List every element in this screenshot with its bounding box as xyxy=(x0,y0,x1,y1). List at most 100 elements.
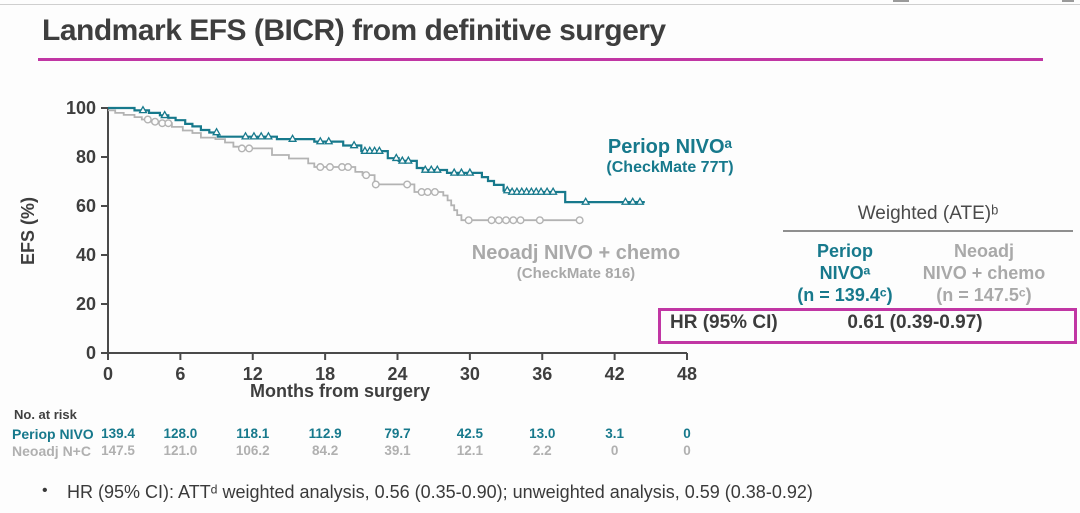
at-risk-value: 79.7 xyxy=(384,426,411,441)
censor-triangle-marker xyxy=(249,131,259,140)
censor-triangle-marker xyxy=(426,164,436,173)
censor-circle-marker xyxy=(430,188,439,197)
col-periop-line2: NIVOᵃ xyxy=(819,263,871,283)
y-tick-label: 40 xyxy=(76,245,96,265)
legend-neoadj-study: (CheckMate 816) xyxy=(516,265,636,282)
at-risk-value: 3.1 xyxy=(605,426,625,441)
censor-circle-marker xyxy=(494,216,503,225)
page-title: Landmark EFS (BICR) from definitive surg… xyxy=(42,14,666,47)
y-tick-label: 20 xyxy=(76,294,96,314)
x-tick-label: 0 xyxy=(103,364,113,384)
censor-triangle-marker xyxy=(397,155,407,164)
censor-triangle-marker xyxy=(635,196,645,205)
x-tick-label: 24 xyxy=(387,364,407,384)
at-risk-value: 0 xyxy=(683,426,691,441)
at-risk-value: 118.1 xyxy=(236,426,270,441)
at-risk-value: 0 xyxy=(610,443,619,458)
censor-triangle-marker xyxy=(256,131,266,140)
col-periop-n: (n = 139.4ᶜ) xyxy=(797,285,893,305)
legend-periop-study: (CheckMate 77T) xyxy=(606,159,734,176)
top-divider-line xyxy=(0,4,1080,5)
crop-artifact-mark xyxy=(893,0,909,2)
at-risk-row-label-periop: Periop NIVO xyxy=(12,426,94,442)
censor-circle-marker xyxy=(487,216,496,225)
hr-row-label: HR (95% CI) xyxy=(670,312,778,333)
censor-triangle-marker xyxy=(315,136,325,145)
at-risk-value: 106.2 xyxy=(235,443,270,458)
x-axis-title: Months from surgery xyxy=(250,381,430,401)
censor-circle-marker xyxy=(245,144,254,153)
x-tick-label: 6 xyxy=(175,364,185,384)
at-risk-value: 2.2 xyxy=(532,443,552,458)
censor-circle-marker xyxy=(325,163,334,172)
y-tick-label: 60 xyxy=(76,196,96,216)
at-risk-value: 0 xyxy=(683,443,691,458)
censor-triangle-marker xyxy=(465,167,475,176)
at-risk-title: No. at risk xyxy=(14,407,77,422)
at-risk-value: 12.1 xyxy=(456,443,484,458)
col-periop-line1: Periop xyxy=(816,241,873,261)
censor-triangle-marker xyxy=(374,146,384,154)
censor-circle-marker xyxy=(371,180,380,189)
censor-circle-marker xyxy=(344,163,353,172)
kaplan-meier-chart: 0 6 12 18 24 30 36 42 48 0 20 40 60 80 100 EFS (%) Month… xyxy=(18,98,697,401)
censor-triangle-marker xyxy=(212,127,222,136)
censor-circle-marker xyxy=(509,216,518,225)
footnote-text: HR (95% CI): ATTᵈ weighted analysis, 0.5… xyxy=(67,482,813,502)
at-risk-value: 39.1 xyxy=(384,443,411,458)
censor-circle-marker xyxy=(143,115,152,124)
censor-circle-marker xyxy=(151,117,160,126)
censor-circle-marker xyxy=(423,188,432,197)
censor-triangle-marker xyxy=(160,110,170,119)
legend-periop-nivo: Periop NIVOᵃ (CheckMate 77T) xyxy=(570,136,770,177)
legend-neoadj-nivo-chemo: Neoadj NIVO + chemo (CheckMate 816) xyxy=(460,242,692,282)
censor-triangle-marker xyxy=(432,164,442,173)
col-neoadj-line2: NIVO + chemo xyxy=(922,263,1046,283)
censor-circle-marker xyxy=(237,144,246,153)
at-risk-value: 112.9 xyxy=(308,426,342,441)
censor-triangle-marker xyxy=(548,186,558,195)
at-risk-value: 147.5 xyxy=(101,443,135,458)
censor-circle-marker xyxy=(403,180,412,189)
weighted-ate-header: Weighted (ATE)ᵇ xyxy=(783,203,1073,232)
km-curve-periop xyxy=(108,106,645,204)
y-axis-title: EFS (%) xyxy=(18,197,38,265)
censor-triangle-marker xyxy=(449,167,459,176)
censor-circle-marker xyxy=(502,216,511,225)
at-risk-value: 84.2 xyxy=(311,443,339,458)
at-risk-value: 139.4 xyxy=(101,426,135,441)
censor-triangle-marker xyxy=(536,186,546,195)
censor-triangle-marker xyxy=(288,133,298,142)
legend-neoadj-name: Neoadj NIVO + chemo xyxy=(471,242,681,264)
at-risk-value: 13.0 xyxy=(529,426,556,441)
at-risk-value: 128.0 xyxy=(163,426,198,441)
bullet-icon: • xyxy=(42,482,48,499)
censor-circle-marker xyxy=(316,163,325,172)
y-tick-label: 0 xyxy=(86,343,96,363)
censor-triangle-marker xyxy=(324,136,334,145)
title-accent-underline xyxy=(38,58,1043,61)
censor-triangle-marker xyxy=(581,196,591,205)
x-tick-label: 30 xyxy=(460,364,480,384)
x-tick-label: 48 xyxy=(677,364,697,384)
crop-artifact-mark xyxy=(1062,0,1074,2)
censor-triangle-marker xyxy=(391,153,401,162)
censor-triangle-marker xyxy=(456,167,466,176)
y-tick-label: 100 xyxy=(66,98,96,118)
censor-circle-marker xyxy=(516,216,525,225)
x-tick-label: 12 xyxy=(243,364,263,384)
at-risk-value: 121.0 xyxy=(163,443,198,458)
censor-circle-marker xyxy=(362,171,371,180)
hazard-ratio-highlight-box xyxy=(658,308,1077,344)
censor-triangle-marker xyxy=(542,186,552,195)
at-risk-value: 42.5 xyxy=(456,426,484,441)
x-tick-label: 36 xyxy=(532,364,552,384)
censor-triangle-marker xyxy=(420,164,430,173)
censor-triangle-marker xyxy=(403,155,413,164)
censor-triangle-marker xyxy=(263,131,273,140)
censor-circle-marker xyxy=(464,216,473,225)
footnote-bullet-line: • HR (95% CI): ATTᵈ weighted analysis, 0… xyxy=(42,482,1042,503)
censor-triangle-marker xyxy=(502,185,512,194)
col-neoadj-line1: Neoadj xyxy=(953,241,1014,261)
